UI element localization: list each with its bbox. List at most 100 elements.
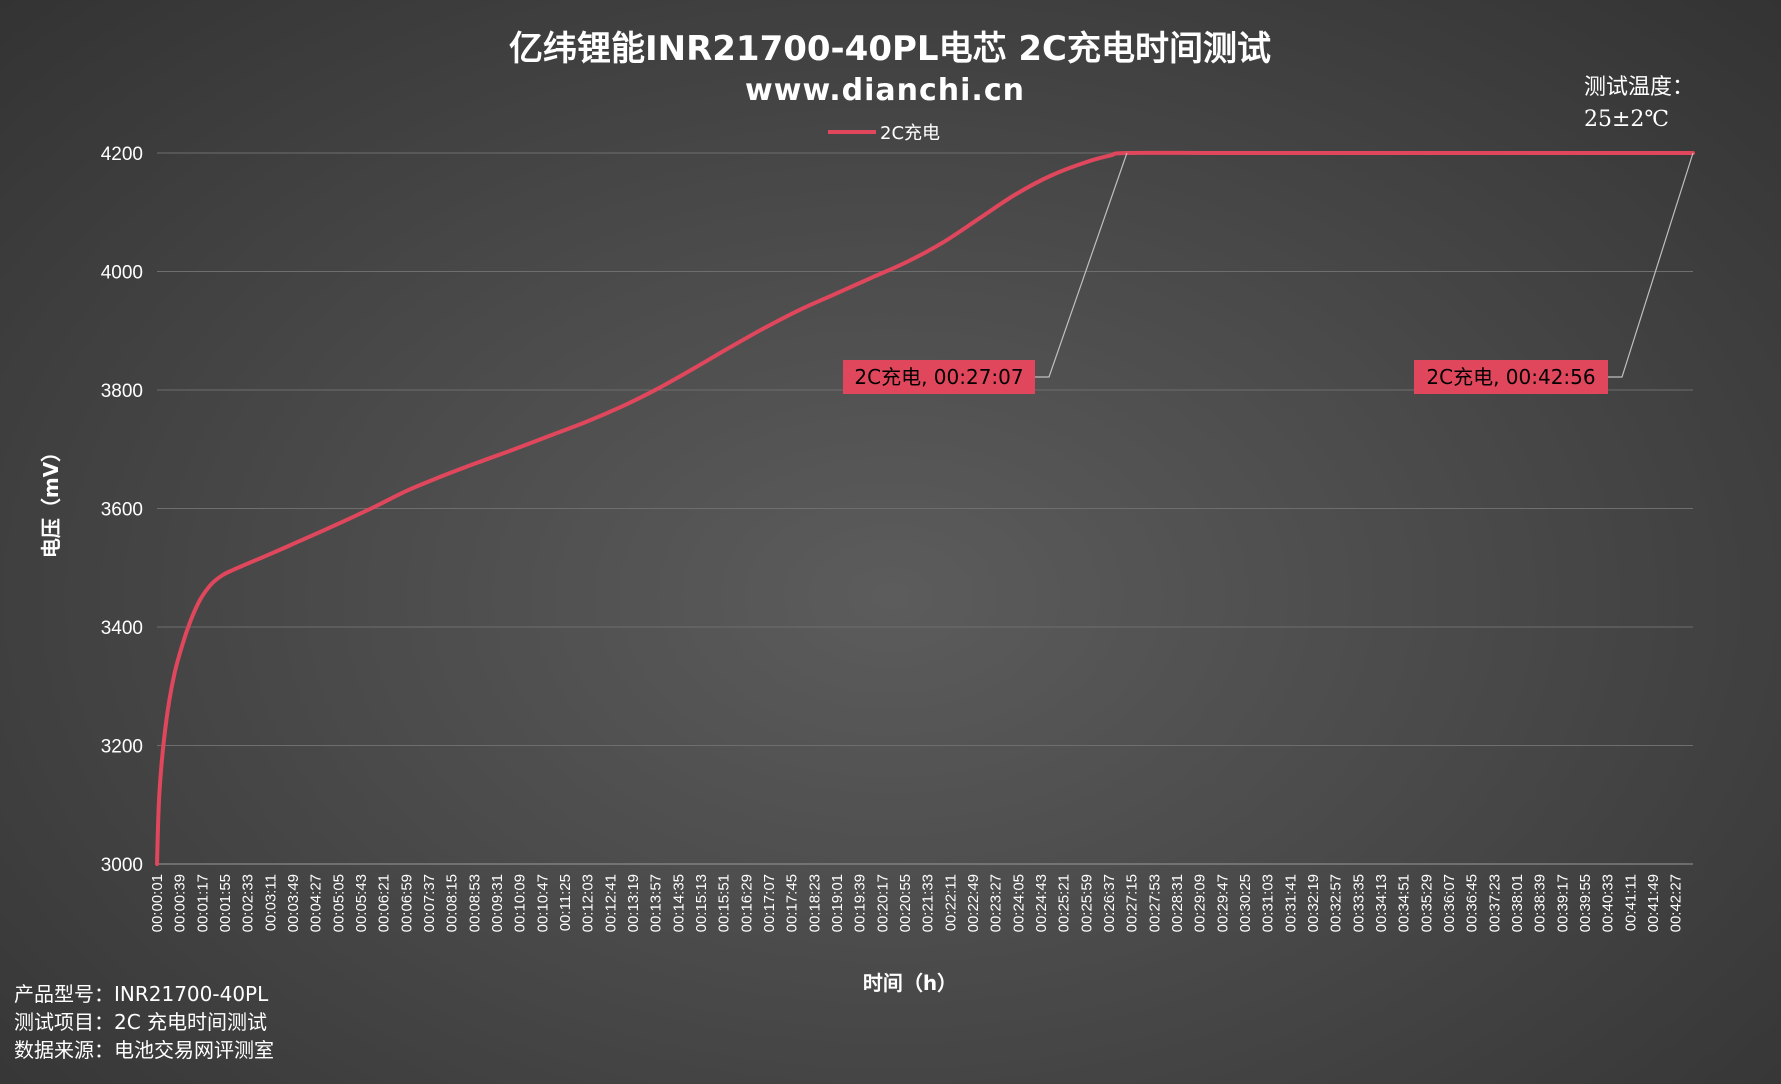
- x-tick-label: 00:24:43: [1033, 874, 1050, 932]
- x-tick-label: 00:13:57: [648, 874, 665, 932]
- x-tick-label: 00:35:29: [1418, 874, 1435, 932]
- x-tick-label: 00:36:07: [1441, 874, 1458, 932]
- x-tick-label: 00:02:33: [240, 874, 257, 932]
- x-tick-label: 00:12:41: [602, 874, 619, 932]
- chart-title: 亿纬锂能INR21700-40PL电芯 2C充电时间测试: [509, 29, 1271, 69]
- x-tick-label: 00:16:29: [738, 874, 755, 932]
- y-tick-label: 3200: [101, 737, 143, 758]
- x-tick-label: 00:41:49: [1645, 874, 1662, 932]
- x-tick-label: 00:36:45: [1464, 874, 1481, 932]
- x-tick-label: 00:22:49: [965, 874, 982, 932]
- y-tick-label: 4200: [101, 144, 143, 165]
- y-tick-label: 3000: [101, 855, 143, 876]
- info-source: 数据来源：电池交易网评测室: [14, 1038, 274, 1062]
- y-tick-label: 4000: [101, 263, 143, 284]
- temp-note-line-1: 测试温度：: [1584, 75, 1694, 100]
- x-tick-label: 00:29:09: [1192, 874, 1209, 932]
- x-tick-label: 00:18:23: [806, 874, 823, 932]
- x-tick-label: 00:32:19: [1305, 874, 1322, 932]
- y-tick-label: 3800: [101, 381, 143, 402]
- callout-leader-line: [1608, 152, 1694, 378]
- y-tick-label: 3400: [101, 618, 143, 639]
- x-tick-label: 00:27:53: [1146, 874, 1163, 932]
- temp-note-line-2: 25±2℃: [1584, 107, 1669, 132]
- x-tick-label: 00:31:03: [1260, 874, 1277, 932]
- x-tick-label: 00:29:47: [1214, 874, 1231, 932]
- legend-label: 2C充电: [880, 123, 940, 144]
- x-tick-label: 00:03:11: [262, 874, 279, 931]
- info-block: 产品型号：INR21700-40PL 测试项目：2C 充电时间测试 数据来源：电…: [14, 980, 274, 1064]
- x-tick-label: 00:20:55: [897, 874, 914, 932]
- grid: [157, 152, 1693, 865]
- x-tick-label: 00:01:55: [217, 874, 234, 932]
- x-tick-label: 00:10:09: [512, 874, 529, 932]
- x-axis-label: 时间（h）: [863, 971, 957, 995]
- x-tick-label: 00:04:27: [308, 874, 325, 932]
- x-tick-label: 00:10:47: [534, 874, 551, 932]
- x-tick-label: 00:22:11: [942, 874, 959, 931]
- info-product: 产品型号：INR21700-40PL: [14, 982, 269, 1006]
- x-tick-label: 00:39:55: [1577, 874, 1594, 932]
- x-tick-label: 00:21:33: [920, 874, 937, 932]
- x-tick-label: 00:17:45: [784, 874, 801, 932]
- x-tick-label: 00:34:13: [1373, 874, 1390, 932]
- x-tick-label: 00:05:05: [330, 874, 347, 932]
- info-test-item: 测试项目：2C 充电时间测试: [14, 1010, 268, 1034]
- x-tick-label: 00:06:21: [376, 874, 393, 932]
- x-tick-label: 00:25:21: [1056, 874, 1073, 932]
- x-tick-label: 00:13:19: [625, 874, 642, 932]
- x-tick-label: 00:01:17: [194, 874, 211, 932]
- series-line-2c-charge: [155, 150, 1695, 866]
- x-tick-label: 00:17:07: [761, 874, 778, 932]
- x-tick-label: 00:20:17: [874, 874, 891, 932]
- x-tick-label: 00:15:13: [693, 874, 710, 932]
- x-tick-label: 00:25:59: [1078, 874, 1095, 932]
- x-axis-ticks: 00:00:01 00:00:39 00:01:17 00:01:55 00:02:33…: [149, 874, 1685, 932]
- callout-leader-line: [1035, 152, 1128, 378]
- x-tick-label: 00:19:39: [852, 874, 869, 932]
- x-tick-label: 00:24:05: [1010, 874, 1027, 932]
- x-tick-label: 00:12:03: [580, 874, 597, 932]
- callout-box: [1414, 360, 1608, 394]
- y-axis-label: 电压（mV）: [39, 442, 63, 558]
- x-tick-label: 00:14:35: [670, 874, 687, 932]
- x-tick-label: 00:33:35: [1350, 874, 1367, 932]
- chart-subtitle: www.dianchi.cn: [745, 73, 1025, 108]
- x-tick-label: 00:07:37: [421, 874, 438, 932]
- x-tick-label: 00:06:59: [398, 874, 415, 932]
- x-tick-label: 00:26:37: [1101, 874, 1118, 932]
- x-tick-label: 00:38:39: [1532, 874, 1549, 932]
- x-tick-label: 00:23:27: [988, 874, 1005, 932]
- x-tick-label: 00:00:01: [149, 874, 166, 932]
- data-callout: 2C充电, 00:42:56: [1414, 152, 1694, 394]
- x-tick-label: 00:11:25: [557, 874, 574, 931]
- x-tick-label: 00:28:31: [1169, 874, 1186, 932]
- x-tick-label: 00:37:23: [1486, 874, 1503, 932]
- y-tick-label: 3600: [101, 500, 143, 521]
- x-tick-label: 00:09:31: [489, 874, 506, 932]
- x-tick-label: 00:27:15: [1124, 874, 1141, 932]
- x-tick-label: 00:03:49: [285, 874, 302, 932]
- x-tick-label: 00:40:33: [1600, 874, 1617, 932]
- x-tick-label: 00:00:39: [172, 874, 189, 932]
- legend: 2C充电: [828, 123, 940, 144]
- x-tick-label: 00:31:41: [1282, 874, 1299, 932]
- x-tick-label: 00:05:43: [353, 874, 370, 932]
- callout-label: 2C充电, 00:42:56: [1426, 365, 1595, 389]
- x-tick-label: 00:34:51: [1396, 874, 1413, 932]
- x-tick-label: 00:41:11: [1622, 874, 1639, 931]
- x-tick-label: 00:15:51: [716, 874, 733, 932]
- x-tick-label: 00:08:15: [444, 874, 461, 932]
- x-tick-label: 00:39:17: [1554, 874, 1571, 932]
- y-axis-ticks: 3000 3200 3400 3600 3800 4000 4200: [101, 144, 143, 876]
- data-callout: 2C充电, 00:27:07: [843, 152, 1128, 394]
- callout-box: [843, 360, 1035, 394]
- x-tick-label: 00:08:53: [466, 874, 483, 932]
- x-tick-label: 00:38:01: [1509, 874, 1526, 932]
- x-tick-label: 00:32:57: [1328, 874, 1345, 932]
- annotations: 2C充电, 00:27:07 2C充电, 00:42:56: [843, 152, 1694, 394]
- x-tick-label: 00:30:25: [1237, 874, 1254, 932]
- callout-label: 2C充电, 00:27:07: [854, 365, 1023, 389]
- x-tick-label: 00:19:01: [829, 874, 846, 932]
